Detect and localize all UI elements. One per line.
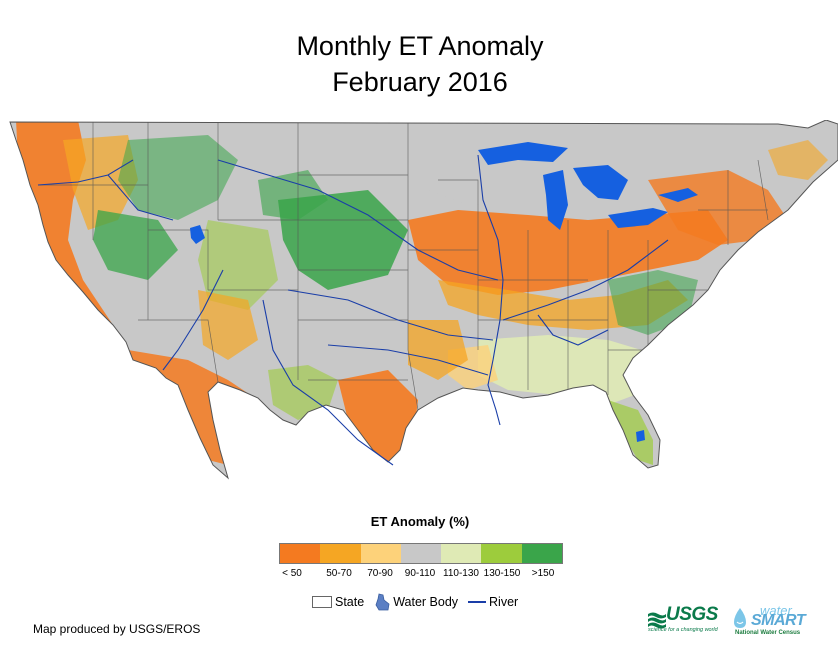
river-legend-item: River — [468, 595, 518, 609]
usgs-logo-text: USGS — [666, 604, 718, 625]
legend-label: 90-110 — [404, 568, 436, 579]
usgs-tagline: science for a changing world — [648, 627, 718, 633]
reference-legend: State Water Body River — [312, 592, 524, 612]
legend-swatch-gt150 — [521, 544, 562, 563]
legend-label: 50-70 — [326, 568, 352, 579]
legend-label: >150 — [531, 568, 555, 579]
legend-swatch-70-90 — [360, 544, 401, 563]
legend-label: 70-90 — [367, 568, 393, 579]
legend-label: < 50 — [282, 568, 302, 579]
legend-color-bar — [279, 543, 563, 564]
legend-label: 130-150 — [483, 568, 521, 579]
watersmart-logo-icon — [734, 608, 746, 628]
map-credit: Map produced by USGS/EROS — [33, 622, 201, 636]
legend-swatch-lt50 — [280, 544, 321, 563]
river-line-icon — [468, 601, 487, 603]
rivers — [37, 154, 669, 466]
great-lakes — [190, 142, 698, 442]
legend-label: 110-130 — [443, 568, 479, 579]
water-body-legend-item: Water Body — [374, 593, 458, 611]
legend-swatch-50-70 — [320, 544, 361, 563]
legend-swatch-130-150 — [481, 544, 522, 563]
map-title: Monthly ET Anomaly — [296, 31, 544, 61]
watersmart-tagline: National Water Census — [735, 630, 801, 636]
legend-swatch-110-130 — [441, 544, 482, 563]
et-anomaly-map — [9, 120, 838, 479]
legend-labels: < 50 50-70 70-90 90-110 110-130 130-150 … — [270, 568, 570, 582]
usgs-logo-icon — [648, 612, 666, 629]
state-swatch-icon — [312, 596, 332, 608]
watersmart-water-text: water — [760, 603, 792, 618]
legend-title: ET Anomaly (%) — [370, 514, 470, 529]
state-legend-item: State — [312, 595, 364, 609]
legend-swatch-90-110 — [400, 544, 442, 563]
watersmart-smart-text: SMART — [751, 612, 806, 629]
water-body-icon — [375, 593, 390, 611]
map-subtitle: February 2016 — [332, 67, 508, 97]
